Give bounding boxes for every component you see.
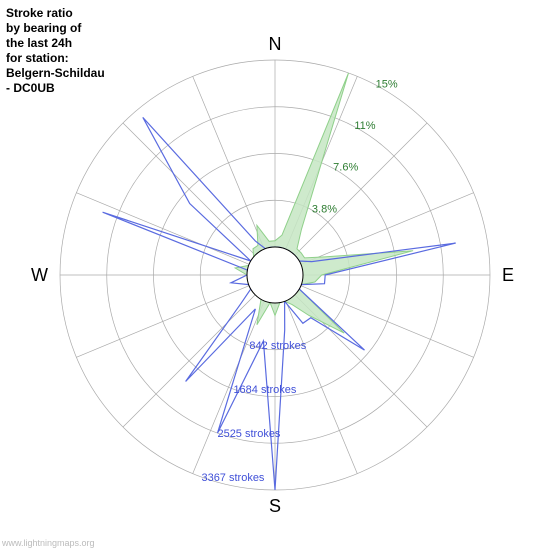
svg-text:E: E [502, 265, 514, 285]
svg-text:W: W [31, 265, 48, 285]
svg-text:S: S [269, 496, 281, 516]
svg-text:3367 strokes: 3367 strokes [201, 472, 264, 484]
svg-text:1684 strokes: 1684 strokes [233, 384, 296, 396]
svg-text:842 strokes: 842 strokes [249, 340, 306, 352]
svg-text:7.6%: 7.6% [333, 162, 358, 174]
polar-chart: N S E W 3.8% 7.6% 11% 15% 842 strokes 1684 stroke… [0, 0, 550, 550]
svg-text:3.8%: 3.8% [312, 203, 337, 215]
chart-title: Stroke ratio by bearing of the last 24h … [6, 6, 105, 96]
svg-text:N: N [269, 34, 282, 54]
svg-text:2525 strokes: 2525 strokes [217, 428, 280, 440]
credit-text: www.lightningmaps.org [2, 538, 95, 548]
svg-text:11%: 11% [354, 120, 375, 132]
svg-text:15%: 15% [376, 78, 398, 90]
